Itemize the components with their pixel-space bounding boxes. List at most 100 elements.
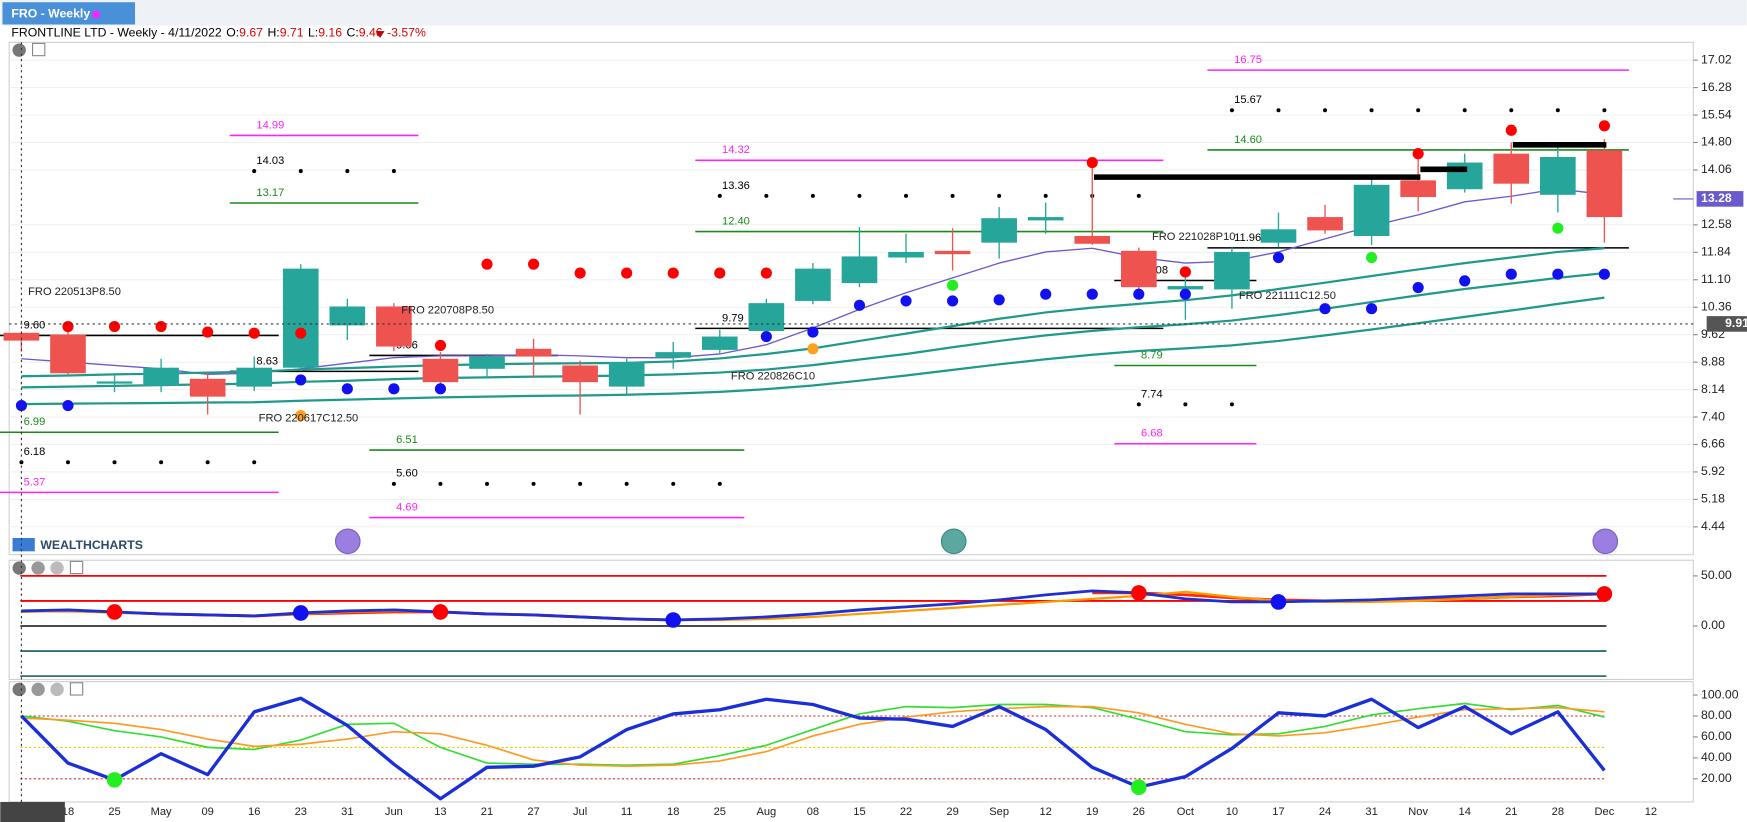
x-tick-label: 10 — [1226, 806, 1238, 818]
crosshair-box — [1706, 316, 1747, 332]
signal-dot — [574, 267, 586, 279]
panel-up[interactable] — [50, 682, 64, 697]
signal-dot — [621, 267, 633, 279]
main-panel — [8, 41, 1694, 556]
event-icon[interactable] — [334, 528, 361, 555]
level-dot — [484, 481, 490, 486]
x-tick-label: 23 — [295, 806, 307, 818]
x-tick-label: 12 — [1645, 806, 1657, 818]
signal-dot — [62, 320, 74, 333]
y-tick-label: 7.40 — [1701, 409, 1725, 423]
x-tick-label: 21 — [481, 806, 493, 818]
x-tick-label: 29 — [946, 806, 958, 818]
y-tick-label: 11.10 — [1701, 272, 1731, 286]
level-dot — [1462, 108, 1467, 113]
indicator-line — [21, 702, 1605, 767]
x-tick-label: Nov — [1408, 806, 1428, 818]
y-tick-label: 80.00 — [1701, 708, 1732, 722]
level-dot — [19, 460, 24, 465]
x-tick-label: Oct — [1177, 806, 1195, 818]
signal-dot — [993, 294, 1005, 306]
panel-down[interactable] — [31, 682, 45, 697]
panel-up[interactable] — [50, 561, 64, 575]
level-label: 13.36 — [722, 180, 750, 192]
signal-dot — [665, 612, 682, 628]
level-label: 5.60 — [396, 468, 418, 480]
event-icon[interactable] — [1592, 528, 1619, 555]
level-dot — [810, 193, 815, 198]
level-label: 6.68 — [1141, 428, 1163, 440]
x-tick-label: Sep — [989, 806, 1009, 818]
last-price-label: 13.28 — [1701, 191, 1732, 205]
x-tick-label: 31 — [1365, 806, 1377, 818]
panel-settings[interactable] — [12, 682, 26, 697]
x-tick-label: Dec — [1594, 806, 1614, 818]
level-label: 13.17 — [256, 187, 284, 199]
x-tick-label: 25 — [714, 806, 726, 818]
level-label: 4.69 — [396, 501, 418, 513]
candle-body — [934, 250, 971, 255]
level-label: 5.37 — [24, 476, 46, 488]
tab[interactable] — [2, 2, 136, 25]
panel-add[interactable] — [32, 42, 46, 57]
signal-dot — [1366, 303, 1378, 315]
option-label: FRO 221111C12.50 — [1239, 290, 1336, 302]
level-dot — [1509, 108, 1514, 113]
level-label: 6.18 — [24, 446, 46, 458]
candle-body — [1540, 156, 1576, 195]
low-label: L: — [308, 26, 318, 40]
signal-dot — [760, 330, 772, 343]
y-tick-label: 8.14 — [1701, 382, 1725, 396]
signal-dot — [1131, 585, 1147, 601]
signal-dot — [202, 326, 214, 338]
panel-down[interactable] — [31, 561, 45, 575]
x-tick-label: 13 — [434, 806, 446, 818]
x-tick-label: Jul — [573, 806, 587, 818]
open-value: 9.67 — [239, 26, 263, 40]
low-value: 9.16 — [318, 26, 342, 40]
signal-dot — [1505, 124, 1517, 136]
y-tick-label: 0.00 — [1701, 618, 1725, 632]
signal-dot — [108, 320, 121, 333]
panel-add[interactable] — [69, 682, 84, 696]
level-dot — [671, 481, 676, 486]
candle-body — [143, 367, 179, 386]
signal-dot — [1598, 120, 1610, 132]
candle-body — [329, 306, 366, 326]
level-dot — [1183, 402, 1188, 407]
signal-dot — [807, 326, 819, 338]
y-tick-label: 10.36 — [1701, 299, 1732, 313]
x-tick-label: 12 — [1040, 806, 1052, 818]
high-value: 9.71 — [280, 26, 304, 40]
y-tick-label: 100.00 — [1701, 687, 1739, 701]
level-dot — [950, 193, 955, 198]
option-label: FRO 220708P8.50 — [401, 305, 494, 317]
down-arrow — [375, 31, 385, 38]
y-tick-label: 60.00 — [1701, 729, 1732, 743]
y-tick-label: 40.00 — [1701, 750, 1732, 764]
level-dot — [159, 460, 164, 465]
level-dot — [438, 481, 443, 486]
level-label: 15.67 — [1234, 94, 1262, 106]
level-dot — [205, 460, 210, 465]
panel-settings[interactable] — [12, 561, 26, 575]
panel-add[interactable] — [69, 560, 84, 575]
level-dot — [624, 481, 629, 486]
signal-dot — [1596, 586, 1613, 602]
event-icon[interactable] — [940, 528, 967, 555]
level-dot — [1136, 402, 1141, 407]
signal-dot — [62, 399, 74, 412]
indicator-panel — [8, 559, 1694, 680]
candle-body — [1074, 235, 1111, 244]
level-dot — [1136, 193, 1141, 198]
panel-settings[interactable] — [12, 43, 26, 57]
level-dot — [997, 193, 1002, 198]
x-tick-label: Aug — [756, 806, 776, 818]
candle-body — [655, 352, 692, 358]
x-tick-label: May — [151, 806, 172, 818]
level-dot — [1369, 108, 1374, 113]
level-dot — [252, 169, 257, 174]
y-tick-label: 4.44 — [1701, 519, 1725, 533]
tab-title: FRO - Weekly — [11, 7, 90, 21]
